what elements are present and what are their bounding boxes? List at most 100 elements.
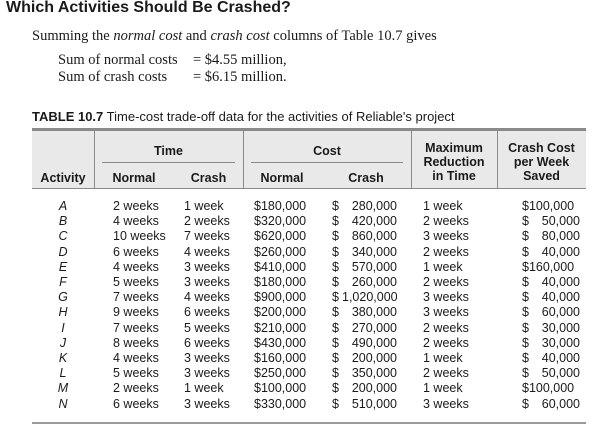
cell-cost-crash-money: $570,000 [332, 260, 397, 275]
cell-crash-cost-value: 80,000 [541, 229, 580, 244]
cell-crash-cost: $60,000 [522, 305, 580, 320]
cell-crash-cost-value: 40,000 [541, 244, 580, 259]
cell-crash-cost: $40,000 [522, 275, 580, 290]
cell-crash-cost: $40,000 [522, 290, 580, 305]
header-time-crash: Crash [190, 171, 227, 185]
cell-cost-crash: $510,000 [332, 397, 397, 412]
cell-max-reduction: 3 weeks [423, 396, 469, 411]
cell-crash-cost-value: 40,000 [541, 290, 580, 305]
table-title: TABLE 10.7 Time-cost trade-off data for … [32, 109, 455, 124]
cell-crash-cost-value: 50,000 [541, 214, 580, 229]
cell-cost-crash-money: $380,000 [332, 305, 397, 320]
cell-max-reduction: 2 weeks [423, 244, 469, 259]
header-divider-3 [411, 131, 412, 188]
cell-cost-normal: $180,000 [254, 275, 307, 289]
intro-suffix: columns of Table 10.7 gives [269, 28, 437, 44]
cell-crash-cost-money: $40,000 [522, 351, 580, 366]
dollar-sign: $ [332, 305, 339, 320]
cell-crash-cost-money: $30,000 [522, 336, 580, 351]
cell-crash-cost: $160,000 [522, 259, 575, 274]
header-crash-cost-line1: Crash Cost [508, 141, 575, 155]
dollar-sign: $ [522, 320, 529, 335]
table-number: TABLE 10.7 [32, 109, 104, 124]
cell-time-normal: 4 weeks [113, 259, 159, 274]
cell-crash-cost-money: $40,000 [522, 245, 580, 260]
dollar-sign: $ [332, 320, 339, 335]
cell-cost-crash-value: 350,000 [351, 366, 397, 381]
dollar-sign: $ [332, 275, 339, 289]
cell-time-crash: 4 weeks [184, 290, 230, 305]
intro-text: Summing the normal cost and crash cost c… [32, 28, 437, 45]
section-heading: Which Activities Should Be Crashed? [6, 0, 291, 16]
dollar-sign: $ [522, 396, 529, 411]
cell-crash-cost-value: 60,000 [541, 305, 580, 320]
dollar-sign: $ [522, 229, 529, 244]
cell-crash-cost: $100,000 [522, 199, 575, 213]
cell-cost-crash-value: 340,000 [351, 244, 397, 259]
sum-crash-value: = $6.15 million. [193, 69, 287, 85]
cell-time-crash: 3 weeks [184, 366, 230, 381]
cell-activity: N [58, 396, 68, 411]
cell-cost-crash: $350,000 [332, 366, 397, 381]
dollar-sign: $ [332, 335, 339, 350]
cell-cost-crash-value: 490,000 [351, 335, 397, 350]
dollar-sign: $ [522, 351, 529, 365]
cell-crash-cost: $50,000 [522, 214, 580, 229]
cell-activity: M [57, 381, 69, 396]
cell-cost-crash: $1,020,000 [332, 290, 398, 305]
cell-max-reduction: 1 week [423, 351, 463, 365]
cell-crash-cost: $100,000 [522, 381, 575, 396]
dollar-sign: $ [332, 351, 339, 365]
cell-activity: G [58, 290, 68, 305]
cell-activity: I [61, 320, 65, 335]
sum-normal-label: Sum of normal costs [58, 52, 178, 68]
cell-cost-crash-money: $510,000 [332, 397, 397, 412]
cell-time-crash: 1 week [184, 381, 224, 396]
table-header-rule [32, 188, 586, 189]
cell-max-reduction: 3 weeks [423, 229, 469, 244]
cell-time-normal: 9 weeks [113, 305, 159, 320]
header-cost: Cost [313, 144, 341, 158]
cell-time-normal: 8 weeks [113, 335, 159, 350]
cell-crash-cost-money: $30,000 [522, 321, 580, 336]
cell-time-crash: 3 weeks [184, 275, 230, 289]
dollar-sign: $ [332, 381, 339, 396]
cell-cost-crash-money: $200,000 [332, 381, 397, 396]
dollar-sign: $ [332, 214, 339, 229]
cell-cost-crash-value: 420,000 [351, 214, 397, 229]
cell-activity: A [58, 199, 68, 213]
cell-cost-normal: $250,000 [254, 366, 307, 381]
cell-max-reduction: 1 week [423, 259, 463, 274]
cell-cost-crash-value: 260,000 [351, 275, 397, 289]
cell-max-reduction: 1 week [423, 381, 463, 396]
dollar-sign: $ [522, 275, 529, 289]
cell-time-normal: 2 weeks [113, 199, 159, 213]
cell-crash-cost: $40,000 [522, 245, 580, 260]
cell-cost-crash-money: $350,000 [332, 366, 397, 381]
cell-activity: H [58, 305, 68, 320]
cell-time-normal: 10 weeks [113, 229, 166, 244]
header-crash-cost: Crash Cost per Week Saved [497, 141, 586, 183]
cell-cost-normal: $100,000 [254, 381, 307, 396]
header-divider-2 [243, 131, 244, 188]
cell-cost-crash-money: $200,000 [332, 351, 397, 366]
cell-crash-cost: $40,000 [522, 351, 580, 366]
cell-cost-normal: $160,000 [254, 351, 307, 365]
cell-crash-cost-value: 50,000 [541, 366, 580, 381]
cell-cost-crash-value: 280,000 [351, 199, 397, 213]
cell-cost-crash-money: $340,000 [332, 245, 397, 260]
sum-normal-row: Sum of normal costs = $4.55 million, [58, 52, 287, 69]
cell-crash-cost-money: $50,000 [522, 214, 580, 229]
header-cost-normal: Normal [260, 171, 304, 185]
cell-cost-crash: $380,000 [332, 305, 397, 320]
cell-time-normal: 6 weeks [113, 396, 159, 411]
cell-max-reduction: 2 weeks [423, 366, 469, 381]
cell-crash-cost: $60,000 [522, 397, 580, 412]
cell-crash-cost-value: 30,000 [541, 320, 580, 335]
cell-cost-normal: $410,000 [254, 259, 307, 274]
cell-crash-cost-money: $60,000 [522, 397, 580, 412]
header-crash-cost-line3: Saved [523, 169, 560, 183]
dollar-sign: $ [522, 305, 529, 320]
sum-crash-row: Sum of crash costs = $6.15 million. [58, 69, 287, 86]
header-max-reduction-line2: Reduction [423, 155, 485, 169]
